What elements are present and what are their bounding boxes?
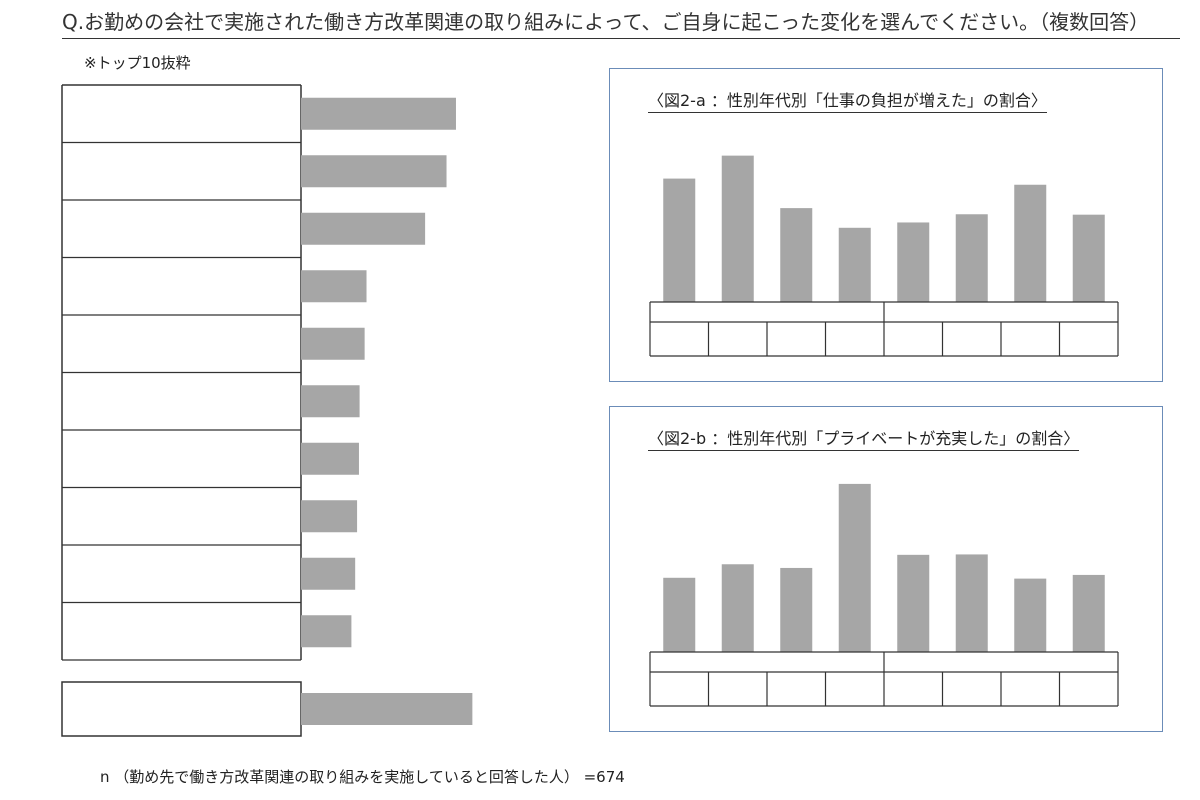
column-bar-6 <box>955 554 988 652</box>
bar-3 <box>301 212 426 245</box>
extra-category-box <box>61 681 302 737</box>
main-horizontal-bar-chart <box>61 84 473 737</box>
column-bar-5 <box>897 222 930 302</box>
bar-1 <box>301 97 456 130</box>
bar-7 <box>301 442 359 475</box>
fig2a-chart <box>649 155 1119 357</box>
bar-4 <box>301 270 367 303</box>
column-bar-4 <box>838 483 871 652</box>
bar-6 <box>301 385 360 418</box>
fig2b-title: 〈図2-b ：性別年代別「プライベートが充実した」の割合〉 <box>648 425 1080 451</box>
column-bar-4 <box>838 227 871 302</box>
fig2b-chart <box>649 483 1119 707</box>
bar-10 <box>301 615 352 648</box>
bar-extra <box>301 693 473 725</box>
panel-fig2b: 〈図2-b ：性別年代別「プライベートが充実した」の割合〉 <box>609 406 1163 732</box>
panel-fig2a: 〈図2-a ：性別年代別「仕事の負担が増えた」の割合〉 <box>609 68 1163 382</box>
bar-9 <box>301 557 356 590</box>
column-bar-6 <box>955 214 988 302</box>
bar-2 <box>301 155 447 188</box>
column-bar-3 <box>780 567 813 652</box>
column-bar-1 <box>663 577 696 652</box>
bar-8 <box>301 500 358 533</box>
column-bar-7 <box>1014 184 1047 302</box>
fig2a-title: 〈図2-a ：性別年代別「仕事の負担が増えた」の割合〉 <box>648 87 1047 113</box>
column-bar-8 <box>1072 574 1105 652</box>
column-bar-5 <box>897 554 930 652</box>
column-bar-8 <box>1072 214 1105 302</box>
column-bar-2 <box>721 564 754 652</box>
column-bar-1 <box>663 178 696 302</box>
column-bar-3 <box>780 208 813 302</box>
column-bar-7 <box>1014 578 1047 652</box>
page-title: Q.お勤めの会社で実施された働き方改革関連の取り組みによって、ご自身に起こった変… <box>62 8 1180 39</box>
column-bar-2 <box>721 155 754 302</box>
bar-5 <box>301 327 365 360</box>
sample-size-note: n （勤め先で働き方改革関連の取り組みを実施していると回答した人） =674 <box>100 768 625 786</box>
page-subtitle: ※トップ10抜粋 <box>84 54 191 72</box>
